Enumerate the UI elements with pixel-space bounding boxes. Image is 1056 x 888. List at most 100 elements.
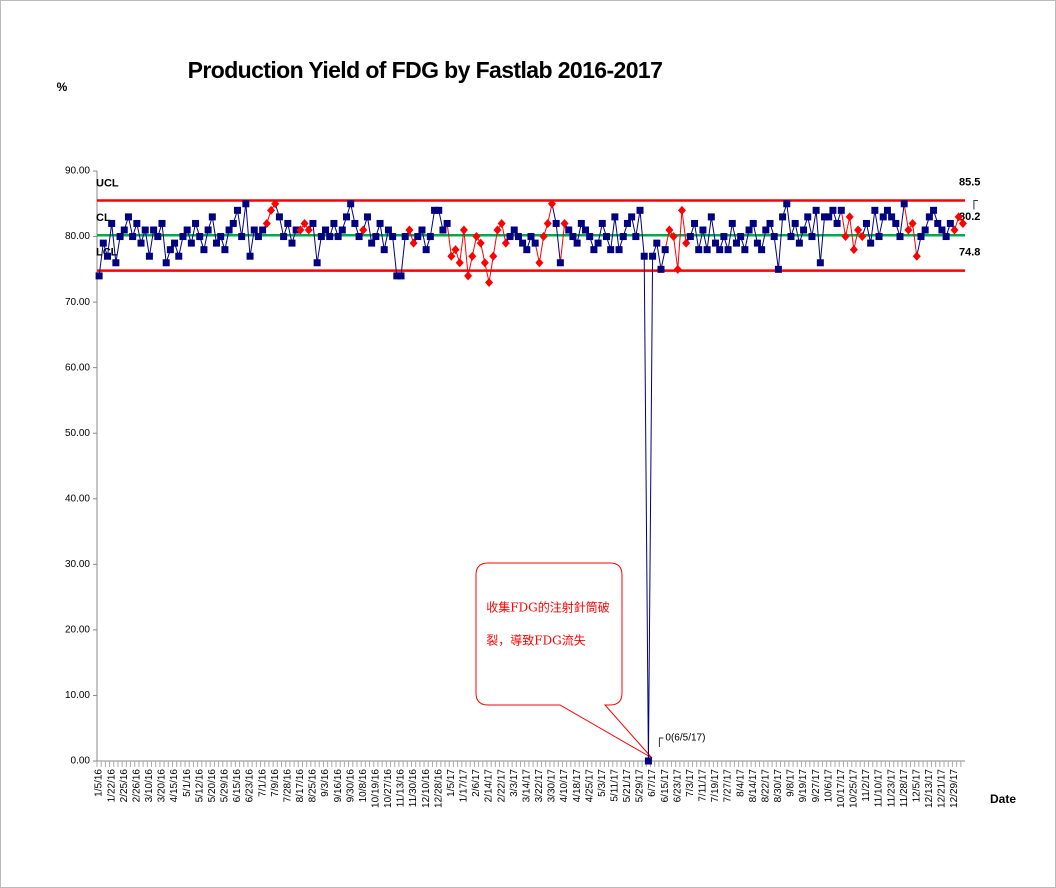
x-tick-label: 12/28/16 bbox=[433, 769, 444, 808]
x-tick-label: 3/10/16 bbox=[144, 769, 155, 803]
y-tick-label: 30.00 bbox=[65, 559, 90, 570]
annotation-text: 收集FDG的注射針筒破 bbox=[486, 600, 610, 615]
line-segment bbox=[492, 229, 498, 257]
point bbox=[707, 213, 715, 221]
x-tick-label: 9/30/16 bbox=[345, 769, 356, 803]
data-label: 0(6/5/17) bbox=[665, 733, 705, 744]
point bbox=[669, 232, 678, 242]
point bbox=[213, 239, 221, 247]
line-segment bbox=[614, 216, 620, 250]
x-tick-label: 6/7/17 bbox=[647, 769, 658, 797]
point bbox=[845, 212, 854, 222]
point bbox=[351, 219, 359, 227]
point bbox=[145, 252, 153, 260]
line-segment bbox=[446, 223, 452, 257]
point bbox=[133, 219, 141, 227]
point bbox=[800, 226, 808, 234]
point bbox=[779, 213, 787, 221]
x-tick-label: 6/15/16 bbox=[232, 769, 243, 803]
point bbox=[858, 232, 867, 242]
x-tick-label: 8/22/17 bbox=[760, 769, 771, 803]
point bbox=[892, 219, 900, 227]
point bbox=[426, 233, 434, 241]
x-tick-label: 7/3/17 bbox=[685, 769, 696, 797]
point bbox=[867, 239, 875, 247]
point bbox=[380, 246, 388, 254]
point bbox=[300, 218, 309, 228]
point bbox=[712, 239, 720, 247]
x-tick-label: 4/15/16 bbox=[169, 769, 180, 803]
point bbox=[883, 206, 891, 214]
point bbox=[821, 213, 829, 221]
x-tick-label: 9/8/17 bbox=[786, 769, 797, 797]
x-tick-label: 9/16/16 bbox=[333, 769, 344, 803]
point bbox=[322, 226, 330, 234]
point bbox=[816, 259, 824, 267]
line-segment bbox=[148, 229, 155, 257]
point bbox=[686, 233, 694, 241]
x-tick-label: 2/14/17 bbox=[484, 769, 495, 803]
point bbox=[682, 238, 691, 248]
point bbox=[183, 226, 191, 234]
x-tick-label: 11/13/16 bbox=[396, 769, 407, 808]
x-tick-label: 5/29/16 bbox=[220, 769, 231, 803]
x-tick-label: 10/17/17 bbox=[836, 769, 847, 808]
point bbox=[632, 233, 640, 241]
point bbox=[716, 246, 724, 254]
point bbox=[657, 265, 665, 273]
point bbox=[888, 213, 896, 221]
point bbox=[480, 258, 489, 268]
point bbox=[665, 225, 674, 235]
x-tick-label: 9/19/17 bbox=[798, 769, 809, 803]
point bbox=[519, 239, 527, 247]
point bbox=[514, 233, 522, 241]
point bbox=[661, 246, 669, 254]
point bbox=[363, 213, 371, 221]
point bbox=[636, 206, 644, 214]
point bbox=[489, 251, 498, 261]
point bbox=[284, 219, 292, 227]
point bbox=[124, 213, 132, 221]
point bbox=[904, 225, 913, 235]
point bbox=[447, 251, 456, 261]
point bbox=[849, 245, 858, 255]
x-tick-label: 8/30/17 bbox=[773, 769, 784, 803]
point bbox=[368, 239, 376, 247]
x-tick-label: 8/4/17 bbox=[735, 769, 746, 797]
line-segment bbox=[840, 210, 846, 237]
y-tick-label: 90.00 bbox=[65, 166, 90, 177]
line-segment bbox=[912, 223, 918, 257]
x-tick-label: 5/12/16 bbox=[194, 769, 205, 803]
line-segment bbox=[236, 210, 243, 237]
point bbox=[732, 239, 740, 247]
x-axis-label: Date bbox=[990, 792, 1016, 806]
point bbox=[275, 213, 283, 221]
point bbox=[615, 246, 623, 254]
point bbox=[749, 219, 757, 227]
x-tick-label: 2/25/16 bbox=[119, 769, 130, 803]
point bbox=[523, 246, 531, 254]
line-segment bbox=[316, 236, 322, 263]
point bbox=[459, 225, 468, 235]
point bbox=[640, 252, 648, 260]
line-segment bbox=[115, 236, 121, 263]
point bbox=[476, 238, 485, 248]
point bbox=[745, 226, 753, 234]
x-tick-label: 11/23/17 bbox=[886, 769, 897, 808]
x-tick-label: 11/2/17 bbox=[861, 769, 872, 802]
x-tick-label: 3/3/17 bbox=[509, 769, 520, 797]
x-tick-label: 5/3/17 bbox=[597, 769, 608, 797]
point bbox=[506, 233, 514, 241]
x-tick-label: 6/15/17 bbox=[660, 769, 671, 803]
line-segment bbox=[392, 236, 398, 276]
point bbox=[267, 205, 276, 215]
point bbox=[699, 226, 707, 234]
point bbox=[221, 246, 229, 254]
line-segment bbox=[656, 243, 662, 270]
point bbox=[472, 232, 481, 242]
point bbox=[250, 226, 258, 234]
x-tick-label: 5/21/17 bbox=[622, 769, 633, 803]
point bbox=[703, 246, 711, 254]
point bbox=[455, 258, 464, 268]
point bbox=[594, 239, 602, 247]
